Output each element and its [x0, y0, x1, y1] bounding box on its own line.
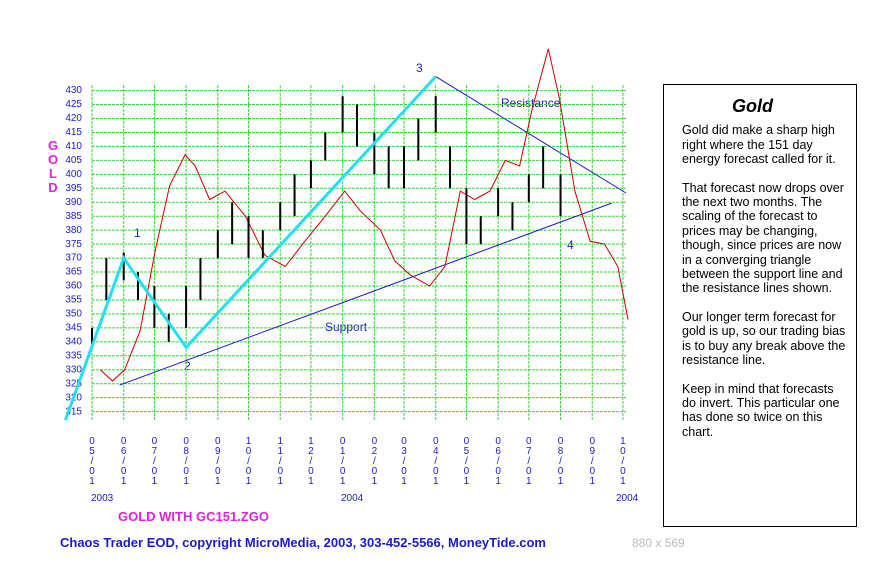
- y-tick-label: 355: [65, 295, 82, 306]
- y-tick-label: 335: [65, 350, 82, 361]
- x-tick-label: 08/01: [555, 436, 566, 486]
- x-tick-label: 07/01: [149, 436, 160, 486]
- forecast-line: [99, 48, 629, 382]
- resistance-label: Resistance: [501, 96, 561, 110]
- y-tick-label: 370: [65, 253, 82, 264]
- y-tick-label: 380: [65, 225, 82, 236]
- panel-paragraph: Our longer term forecast for gold is up,…: [682, 309, 846, 368]
- wave-label: 3: [416, 61, 423, 75]
- panel-title: Gold: [732, 96, 773, 116]
- commentary-panel: Gold Gold did make a sharp high right wh…: [663, 84, 857, 527]
- support-line: [119, 202, 612, 386]
- x-tick-label: 09/01: [212, 436, 223, 486]
- y-tick-label: 410: [65, 141, 82, 152]
- x-tick-label: 06/01: [493, 436, 504, 486]
- x-tick-label: 11/01: [275, 436, 286, 486]
- y-tick-label: 400: [65, 169, 82, 180]
- x-tick-label: 05/01: [461, 436, 472, 486]
- x-tick-label: 12/01: [305, 436, 316, 486]
- y-tick-label: 430: [65, 85, 82, 96]
- y-tick-label: 390: [65, 197, 82, 208]
- y-tick-label: 325: [65, 378, 82, 389]
- year-label: 2003: [91, 493, 114, 504]
- wave-label: 2: [184, 359, 191, 373]
- x-tick-label: 04/01: [430, 436, 441, 486]
- resistance-line: [435, 76, 627, 194]
- wave-line: [63, 75, 437, 421]
- y-tick-label: 385: [65, 211, 82, 222]
- grid: [91, 85, 626, 420]
- y-tick-label: 345: [65, 323, 82, 334]
- chart: GOLD GOLD WITH GC151.ZGO 2003 2004 2004 …: [46, 48, 639, 524]
- support-label: Support: [325, 320, 368, 334]
- y-tick-label: 360: [65, 281, 82, 292]
- x-tick-label: 05/01: [87, 436, 98, 486]
- x-tick-label: 08/01: [181, 436, 192, 486]
- y-tick-label: 365: [65, 267, 82, 278]
- wave-label: 4: [567, 238, 574, 252]
- panel-paragraph: Keep in mind that forecasts do invert. T…: [682, 381, 840, 439]
- y-axis-label: GOLD: [46, 138, 61, 194]
- footer: Chaos Trader EOD, copyright MicroMedia, …: [60, 535, 546, 550]
- size-note: 880 x 569: [632, 536, 685, 550]
- year-label: 2004: [616, 493, 639, 504]
- x-tick-label: 09/01: [587, 436, 598, 486]
- y-tick-label: 425: [65, 99, 82, 110]
- y-tick-label: 340: [65, 336, 82, 347]
- x-tick-label: 01/01: [337, 436, 348, 486]
- y-tick-label: 350: [65, 309, 82, 320]
- chart-title: GOLD WITH GC151.ZGO: [118, 509, 269, 524]
- wave-label: 1: [134, 226, 141, 240]
- y-tick-label: 375: [65, 239, 82, 250]
- x-tick-label: 10/01: [617, 436, 628, 486]
- y-tick-label: 420: [65, 113, 82, 124]
- x-tick-label: 06/01: [118, 436, 129, 486]
- y-tick-label: 395: [65, 183, 82, 194]
- panel-paragraph: That forecast now drops over the next tw…: [682, 180, 844, 296]
- x-tick-label: 02/01: [369, 436, 380, 486]
- panel-paragraph: Gold did make a sharp high right where t…: [682, 123, 836, 167]
- y-tick-label: 405: [65, 155, 82, 166]
- x-tick-label: 10/01: [243, 436, 254, 486]
- x-tick-label: 07/01: [523, 436, 534, 486]
- year-label: 2004: [341, 493, 364, 504]
- y-tick-label: 330: [65, 364, 82, 375]
- y-tick-label: 415: [65, 127, 82, 138]
- y-tick-label: 315: [65, 406, 82, 417]
- x-tick-label: 03/01: [399, 436, 410, 486]
